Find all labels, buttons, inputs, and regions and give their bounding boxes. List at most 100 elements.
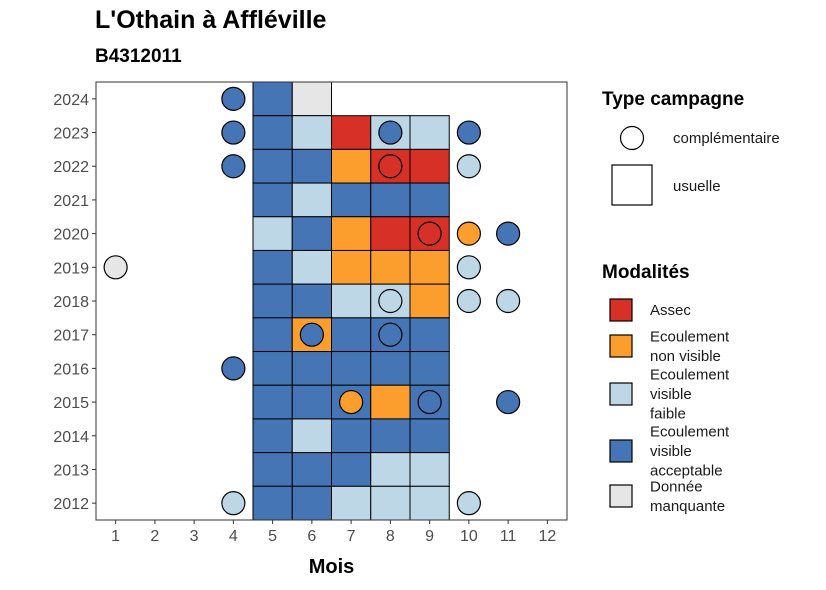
point-2017-6 [299, 322, 324, 347]
y-tick-label-2015: 2015 [53, 395, 89, 412]
legend-key-ecoulement-visible-acceptable [609, 439, 633, 463]
y-tick-label-2013: 2013 [53, 462, 89, 479]
x-axis-label: Mois [309, 556, 355, 578]
tile-2018-5 [252, 283, 293, 319]
tile-2022-5 [252, 148, 293, 184]
tile-2013-8 [370, 452, 411, 487]
tile-2021-7 [331, 182, 372, 218]
tile-2016-6 [291, 351, 332, 386]
y-tick-label-2016: 2016 [53, 361, 89, 378]
tile-2021-9 [409, 182, 450, 218]
x-tick-label-12: 12 [538, 528, 556, 545]
tile-2016-7 [331, 351, 372, 386]
tile-2017-5 [252, 317, 293, 353]
tile-2014-6 [291, 418, 332, 454]
tile-2021-8 [370, 182, 411, 218]
tile-2015-8 [370, 384, 411, 420]
x-tick-label-10: 10 [460, 528, 478, 545]
tile-2015-5 [252, 384, 293, 420]
y-tick-label-2017: 2017 [53, 328, 89, 345]
tile-2015-6 [291, 384, 332, 420]
y-tick-label-2020: 2020 [53, 227, 89, 244]
point-2015-11 [496, 389, 521, 415]
point-2022-4 [221, 154, 246, 179]
tile-2023-5 [252, 115, 293, 150]
tile-2020-6 [291, 216, 332, 251]
tile-2014-5 [252, 418, 293, 454]
tile-2012-8 [370, 485, 411, 520]
tile-2014-7 [331, 418, 372, 454]
legend-key-ecoulement-non-visible [609, 334, 633, 358]
legend-key-complementaire [619, 125, 645, 151]
tile-2018-6 [291, 283, 332, 319]
tile-2013-6 [291, 452, 332, 487]
tile-2017-9 [409, 317, 450, 353]
point-2022-10 [456, 154, 481, 179]
legend-campagne-title: Type campagne [602, 89, 744, 110]
tile-2020-5 [252, 216, 293, 251]
tile-2012-6 [291, 485, 332, 520]
tile-2021-5 [252, 182, 293, 218]
tile-2022-7 [331, 148, 372, 184]
tile-2023-7 [331, 115, 372, 150]
tile-2013-9 [409, 452, 450, 487]
tile-2019-8 [370, 249, 411, 285]
tile-2012-5 [252, 485, 293, 520]
legend-label-assec: Assec [650, 302, 691, 319]
point-2012-10 [456, 491, 481, 516]
legend-key-ecoulement-visible-faible [609, 382, 633, 406]
point-2018-10 [456, 288, 481, 314]
tile-2021-6 [291, 182, 332, 218]
tile-2019-9 [409, 249, 450, 285]
legend-label-complementaire: complémentaire [673, 130, 780, 147]
tile-2016-9 [409, 351, 450, 386]
legend-label-ecoulement-visible-faible: Ecoulement visible faible [650, 367, 730, 423]
point-2018-11 [496, 288, 521, 314]
point-2023-10 [456, 120, 481, 145]
x-tick-label-5: 5 [268, 528, 277, 545]
tile-2014-9 [409, 418, 450, 454]
point-2020-11 [496, 221, 521, 246]
point-2018-8 [378, 288, 403, 314]
tile-2016-5 [252, 351, 293, 386]
legend-modalites-title: Modalités [602, 262, 690, 283]
point-2016-4 [221, 356, 246, 381]
legend-label-donn-e-manquante: Donnée manquante [650, 478, 725, 515]
point-2012-4 [221, 491, 246, 516]
legend-key-donn-e-manquante [609, 484, 633, 508]
legend-key-assec [609, 298, 633, 322]
point-2024-4 [221, 86, 246, 111]
x-tick-label-1: 1 [111, 528, 120, 545]
x-tick-label-4: 4 [229, 528, 238, 545]
x-tick-label-8: 8 [386, 528, 395, 545]
tile-2012-7 [331, 485, 372, 520]
tile-2020-8 [370, 216, 411, 251]
points-layer [103, 86, 521, 516]
point-2015-9 [417, 389, 442, 415]
tile-2019-6 [291, 249, 332, 285]
y-tick-label-2014: 2014 [53, 429, 89, 446]
point-2020-9 [417, 221, 442, 246]
legend-label-usuelle: usuelle [673, 178, 721, 195]
point-2015-7 [339, 389, 364, 415]
y-tick-label-2023: 2023 [53, 126, 89, 143]
tiles-layer [252, 82, 450, 520]
point-2019-10 [456, 255, 481, 280]
legend-label-ecoulement-visible-acceptable: Ecoulement visible acceptable [650, 424, 730, 480]
tile-2023-6 [291, 115, 332, 150]
tile-2017-7 [331, 317, 372, 353]
y-tick-label-2022: 2022 [53, 159, 89, 176]
tile-2022-9 [409, 148, 450, 184]
point-2022-8 [378, 154, 403, 179]
tile-2024-6 [291, 82, 332, 117]
x-tick-label-2: 2 [150, 528, 159, 545]
chart-title: L'Othain à Affléville [95, 6, 327, 34]
tile-2012-9 [409, 485, 450, 520]
legend-label-ecoulement-non-visible: Ecoulement non visible [650, 328, 730, 365]
legend-key-usuelle [611, 164, 653, 206]
point-2019-1 [103, 255, 128, 280]
tile-2016-8 [370, 351, 411, 386]
y-tick-label-2021: 2021 [53, 193, 89, 210]
y-tick-label-2024: 2024 [53, 92, 89, 109]
